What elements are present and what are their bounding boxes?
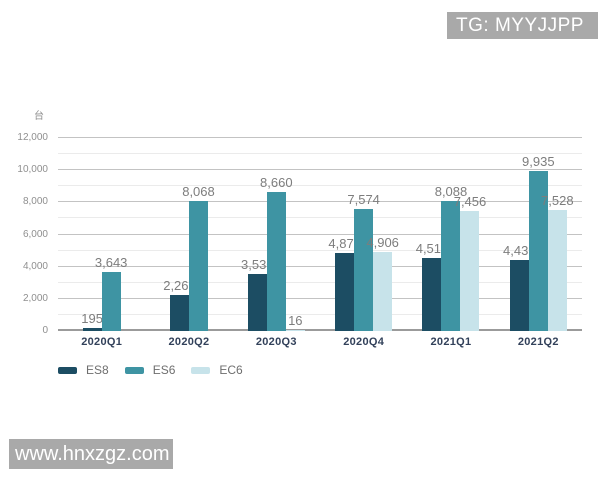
legend-item-ES8: ES8 <box>58 363 109 377</box>
plot-area: 195 3,643 2,263 8,068 3,530 8,660 16 4,873 7,574… <box>58 137 582 331</box>
x-axis-label: 2020Q1 <box>81 336 123 348</box>
bar-ES6-2020Q3 <box>266 191 286 331</box>
x-axis-label: 2021Q2 <box>517 336 559 348</box>
gridline-minor <box>58 217 582 219</box>
x-axis-label: 2020Q4 <box>343 336 385 348</box>
category-group-2020Q1: 195 3,643 <box>58 256 145 331</box>
bar-slot-ES6: 8,660 <box>260 176 293 331</box>
value-label: 8,088 <box>434 183 468 199</box>
gridline-major <box>58 169 582 171</box>
bar-slot-ES8: 4,433 <box>503 244 536 331</box>
gridline-major <box>58 137 582 138</box>
gridline-minor <box>58 313 582 315</box>
legend-label: ES6 <box>152 363 176 377</box>
value-label: 4,906 <box>366 235 399 251</box>
bar-ES6-2020Q2 <box>188 201 208 331</box>
bar-EC6-2021Q2 <box>547 209 567 331</box>
value-label: 8,660 <box>260 174 293 190</box>
category-group-2021Q1: 4,516 8,088 7,456 <box>407 185 494 331</box>
category-group-2020Q3: 3,530 8,660 16 <box>233 176 320 331</box>
value-label: 4,516 <box>415 241 449 257</box>
value-label: 7,574 <box>347 192 380 208</box>
bar-slot-ES8: 195 <box>81 312 103 331</box>
bar-EC6-2020Q3 <box>285 330 305 331</box>
value-label: 7,456 <box>453 194 487 210</box>
y-tick-label: 8,000 <box>22 196 48 208</box>
value-label: 8,068 <box>182 184 215 200</box>
y-tick-label: 2,000 <box>22 292 48 304</box>
bar-slot-ES6: 9,935 <box>522 155 555 331</box>
legend-swatch-ES8 <box>58 366 77 374</box>
x-axis-label: 2021Q1 <box>430 336 472 348</box>
value-label: 7,528 <box>541 192 574 208</box>
bar-slot-ES8: 3,530 <box>241 258 274 331</box>
bar-slot-ES6: 8,068 <box>182 185 215 331</box>
gridline-minor <box>58 185 582 187</box>
bar-EC6-2021Q1 <box>460 211 480 331</box>
legend-swatch-EC6 <box>191 366 211 374</box>
bar-ES8-2020Q3 <box>247 274 267 331</box>
gridline-minor <box>58 153 582 155</box>
gridline-major <box>58 297 582 299</box>
value-label: 3,643 <box>94 255 128 271</box>
legend-label: EC6 <box>219 363 243 377</box>
bar-ES8-2020Q1 <box>82 327 102 331</box>
category-group-2020Q2: 2,263 8,068 <box>145 185 232 331</box>
bar-ES6-2021Q2 <box>528 171 548 331</box>
bar-slot-EC6: 16 <box>285 314 305 331</box>
y-tick-label: 10,000 <box>17 164 48 176</box>
gridline-minor <box>58 281 582 283</box>
value-label: 2,263 <box>163 277 196 293</box>
bar-slot-ES6: 7,574 <box>347 193 380 331</box>
y-tick-label: 12,000 <box>17 132 48 143</box>
value-label: 16 <box>288 313 303 328</box>
x-axis-baseline <box>58 329 582 331</box>
bar-ES6-2020Q4 <box>354 209 374 331</box>
legend-label: ES8 <box>86 363 109 377</box>
bar-ES8-2020Q2 <box>169 294 189 331</box>
y-axis-unit-label: 台 <box>34 111 44 122</box>
category-group-2021Q2: 4,433 9,935 7,528 <box>495 155 582 331</box>
site-watermark-badge: www.hnxzgz.com <box>9 439 173 469</box>
bar-ES8-2020Q4 <box>335 252 355 331</box>
x-axis-label: 2020Q3 <box>255 336 297 348</box>
gridline-major <box>58 265 582 267</box>
gridline-major <box>58 233 582 235</box>
legend-item-ES6: ES6 <box>124 363 176 377</box>
bar-slot-ES6: 3,643 <box>95 256 127 331</box>
bar-ES6-2021Q1 <box>441 200 461 331</box>
legend-item-EC6: EC6 <box>191 363 243 377</box>
value-label: 4,433 <box>503 242 536 258</box>
bar-slot-EC6: 7,528 <box>541 194 574 331</box>
bar-ES8-2021Q1 <box>422 258 442 331</box>
y-tick-label: 4,000 <box>22 260 48 272</box>
bar-slot-ES8: 4,516 <box>416 242 448 331</box>
value-label: 9,935 <box>522 154 555 170</box>
x-axis-label: 2020Q2 <box>168 336 210 348</box>
bar-ES8-2021Q2 <box>509 259 529 331</box>
legend: ES8 ES6 EC6 <box>58 363 243 377</box>
legend-swatch-ES6 <box>124 366 144 374</box>
value-label: 195 <box>81 310 104 326</box>
bar-ES6-2020Q1 <box>101 272 121 331</box>
y-tick-label: 6,000 <box>22 228 48 240</box>
bar-slot-ES6: 8,088 <box>435 185 467 331</box>
bar-EC6-2020Q4 <box>373 252 393 331</box>
bar-slot-EC6: 7,456 <box>454 195 486 331</box>
gridline-major <box>58 201 582 203</box>
gridline-minor <box>58 249 582 251</box>
value-label: 3,530 <box>241 257 274 273</box>
category-group-2020Q4: 4,873 7,574 4,906 <box>320 193 407 331</box>
bar-slot-EC6: 4,906 <box>366 236 399 331</box>
telegram-watermark-badge: TG: MYYJJPP <box>447 12 598 39</box>
bar-slot-ES8: 2,263 <box>163 279 196 331</box>
bar-slot-ES8: 4,873 <box>328 237 361 331</box>
value-label: 4,873 <box>328 235 361 251</box>
y-tick-label: 0 <box>42 325 48 336</box>
